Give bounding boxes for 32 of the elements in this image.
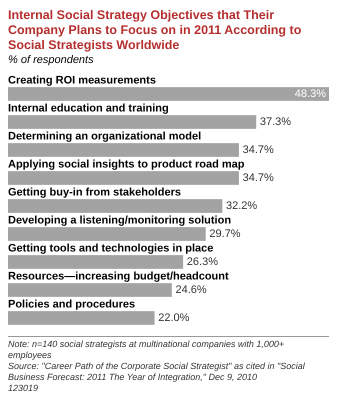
data-label: 22.0%	[158, 312, 190, 324]
bar	[8, 255, 184, 269]
data-label: 34.7%	[242, 172, 274, 184]
bar	[8, 87, 329, 101]
data-label: 29.7%	[209, 228, 241, 240]
bar	[8, 115, 256, 129]
data-label: 32.2%	[226, 200, 258, 212]
data-label: 24.6%	[175, 284, 207, 296]
bar	[8, 283, 172, 297]
text: Note: n=140 social strategists at multinational companies with 1,000+ employees	[8, 339, 286, 361]
bar	[8, 199, 222, 213]
y-tick-label: Policies and procedures	[8, 298, 136, 311]
chart-subtitle: % of respondents	[8, 54, 95, 66]
bar	[8, 143, 239, 157]
y-tick-label: Resources—increasing budget/headcount	[8, 270, 229, 283]
y-tick-label: Internal education and training	[8, 102, 169, 115]
y-tick-label: Determining an organizational model	[8, 130, 202, 143]
source-note: Source: "Career Path of the Corporate Social Strategist" as cited in "Social Business Forecast: 2011 The Year of Integration," Dec 9, 2010	[8, 361, 306, 383]
data-label: 26.3%	[186, 256, 218, 268]
bar	[8, 227, 206, 241]
y-tick-label: Getting tools and technologies in place	[8, 242, 214, 255]
data-label: 37.3%	[260, 116, 292, 128]
text: 123019	[8, 383, 40, 394]
bar	[8, 311, 155, 325]
y-tick-label: Creating ROI measurements	[8, 74, 156, 87]
data-label: 34.7%	[242, 144, 274, 156]
chart-title: Internal Social Strategy Objectives that Their Company Plans to Focus on in 2011 According to Social Strategists Worldwide	[8, 8, 302, 53]
y-tick-label: Getting buy-in from stakeholders	[8, 186, 181, 199]
y-tick-label: Applying social insights to product road map	[8, 158, 245, 171]
y-tick-label: Developing a listening/monitoring solution	[8, 214, 232, 227]
bar	[8, 171, 239, 185]
data-label: 48.3%	[294, 88, 326, 100]
